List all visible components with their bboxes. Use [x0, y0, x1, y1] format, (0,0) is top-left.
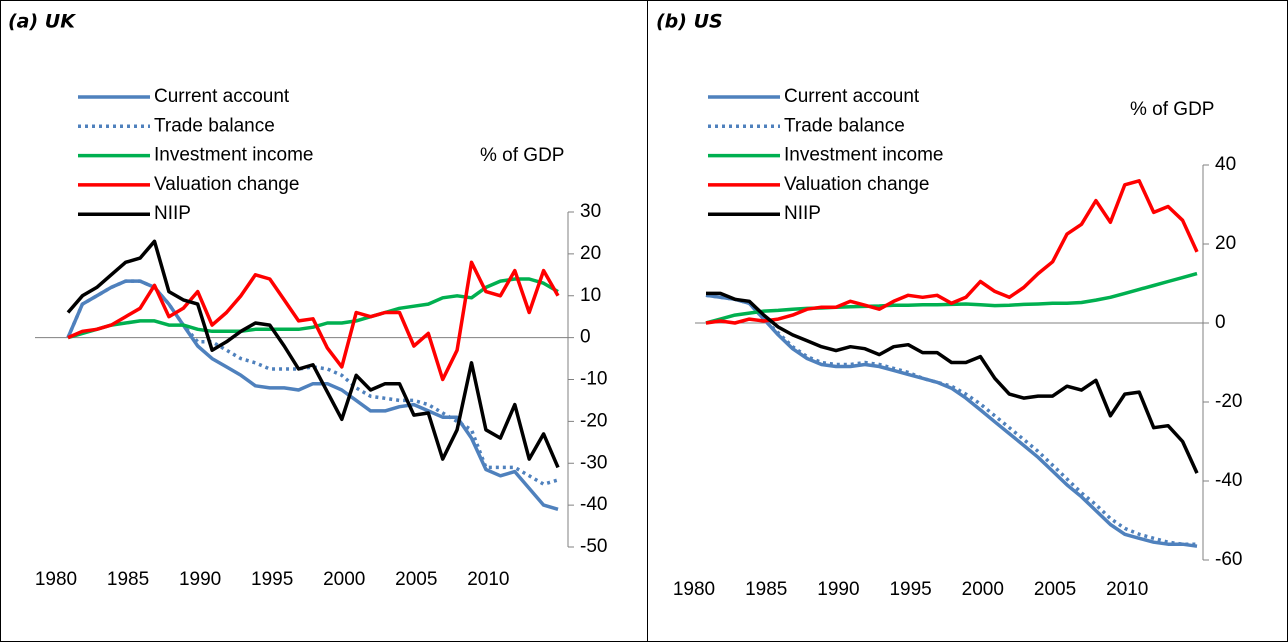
x-tick-label: 2005	[1034, 579, 1076, 600]
y-tick-label: 0	[580, 327, 591, 348]
legend-label: NIIP	[154, 203, 191, 224]
x-tick-label: 1985	[107, 569, 149, 590]
x-tick-label: 1980	[35, 569, 77, 590]
y-tick-label: -30	[580, 452, 607, 473]
x-tick-label: 1985	[745, 579, 787, 600]
y-tick-label: -50	[580, 536, 607, 557]
x-tick-label: 2000	[962, 579, 1004, 600]
series-line	[705, 293, 1197, 546]
legend-label: Investment income	[154, 145, 313, 166]
legend-label: Current account	[154, 86, 290, 107]
y-tick-label: 10	[580, 285, 601, 306]
y-tick-label: -20	[1215, 391, 1242, 412]
x-tick-label: 2005	[395, 569, 437, 590]
legend-label: Trade balance	[154, 115, 275, 136]
series-line	[705, 271, 1198, 325]
series-line	[705, 179, 1199, 325]
x-tick-label: 2000	[323, 569, 365, 590]
x-tick-label: 1990	[817, 579, 859, 600]
series-line	[66, 239, 560, 469]
panel-title: (b) US	[656, 11, 723, 33]
x-tick-label: 2010	[467, 569, 509, 590]
legend-label: Valuation change	[784, 174, 929, 195]
legend-label: Investment income	[784, 145, 943, 166]
y-tick-label: -40	[1215, 470, 1242, 491]
y-tick-label: -60	[1215, 549, 1242, 570]
series-line	[67, 260, 560, 382]
x-tick-label: 1995	[251, 569, 293, 590]
y-tick-label: -40	[580, 494, 607, 515]
series-line	[67, 277, 559, 340]
x-tick-label: 1980	[673, 579, 715, 600]
series-line	[706, 291, 1199, 474]
axis-unit-label: % of GDP	[480, 145, 564, 166]
y-tick-label: 30	[580, 201, 601, 222]
y-tick-label: 0	[1215, 312, 1226, 333]
y-tick-label: -20	[580, 410, 607, 431]
legend-label: NIIP	[784, 203, 821, 224]
panel-title: (a) UK	[8, 11, 76, 33]
y-tick-label: 20	[1215, 233, 1236, 254]
y-tick-label: 40	[1215, 154, 1236, 175]
axis-unit-label: % of GDP	[1130, 99, 1214, 120]
y-tick-label: 20	[580, 243, 601, 264]
legend-label: Trade balance	[784, 115, 905, 136]
legend-label: Valuation change	[154, 174, 299, 195]
series-line	[66, 279, 559, 511]
y-tick-label: -10	[580, 369, 607, 390]
x-tick-label: 1990	[179, 569, 221, 590]
x-tick-label: 1995	[889, 579, 931, 600]
legend-label: Current account	[784, 86, 920, 107]
x-tick-label: 2010	[1106, 579, 1148, 600]
